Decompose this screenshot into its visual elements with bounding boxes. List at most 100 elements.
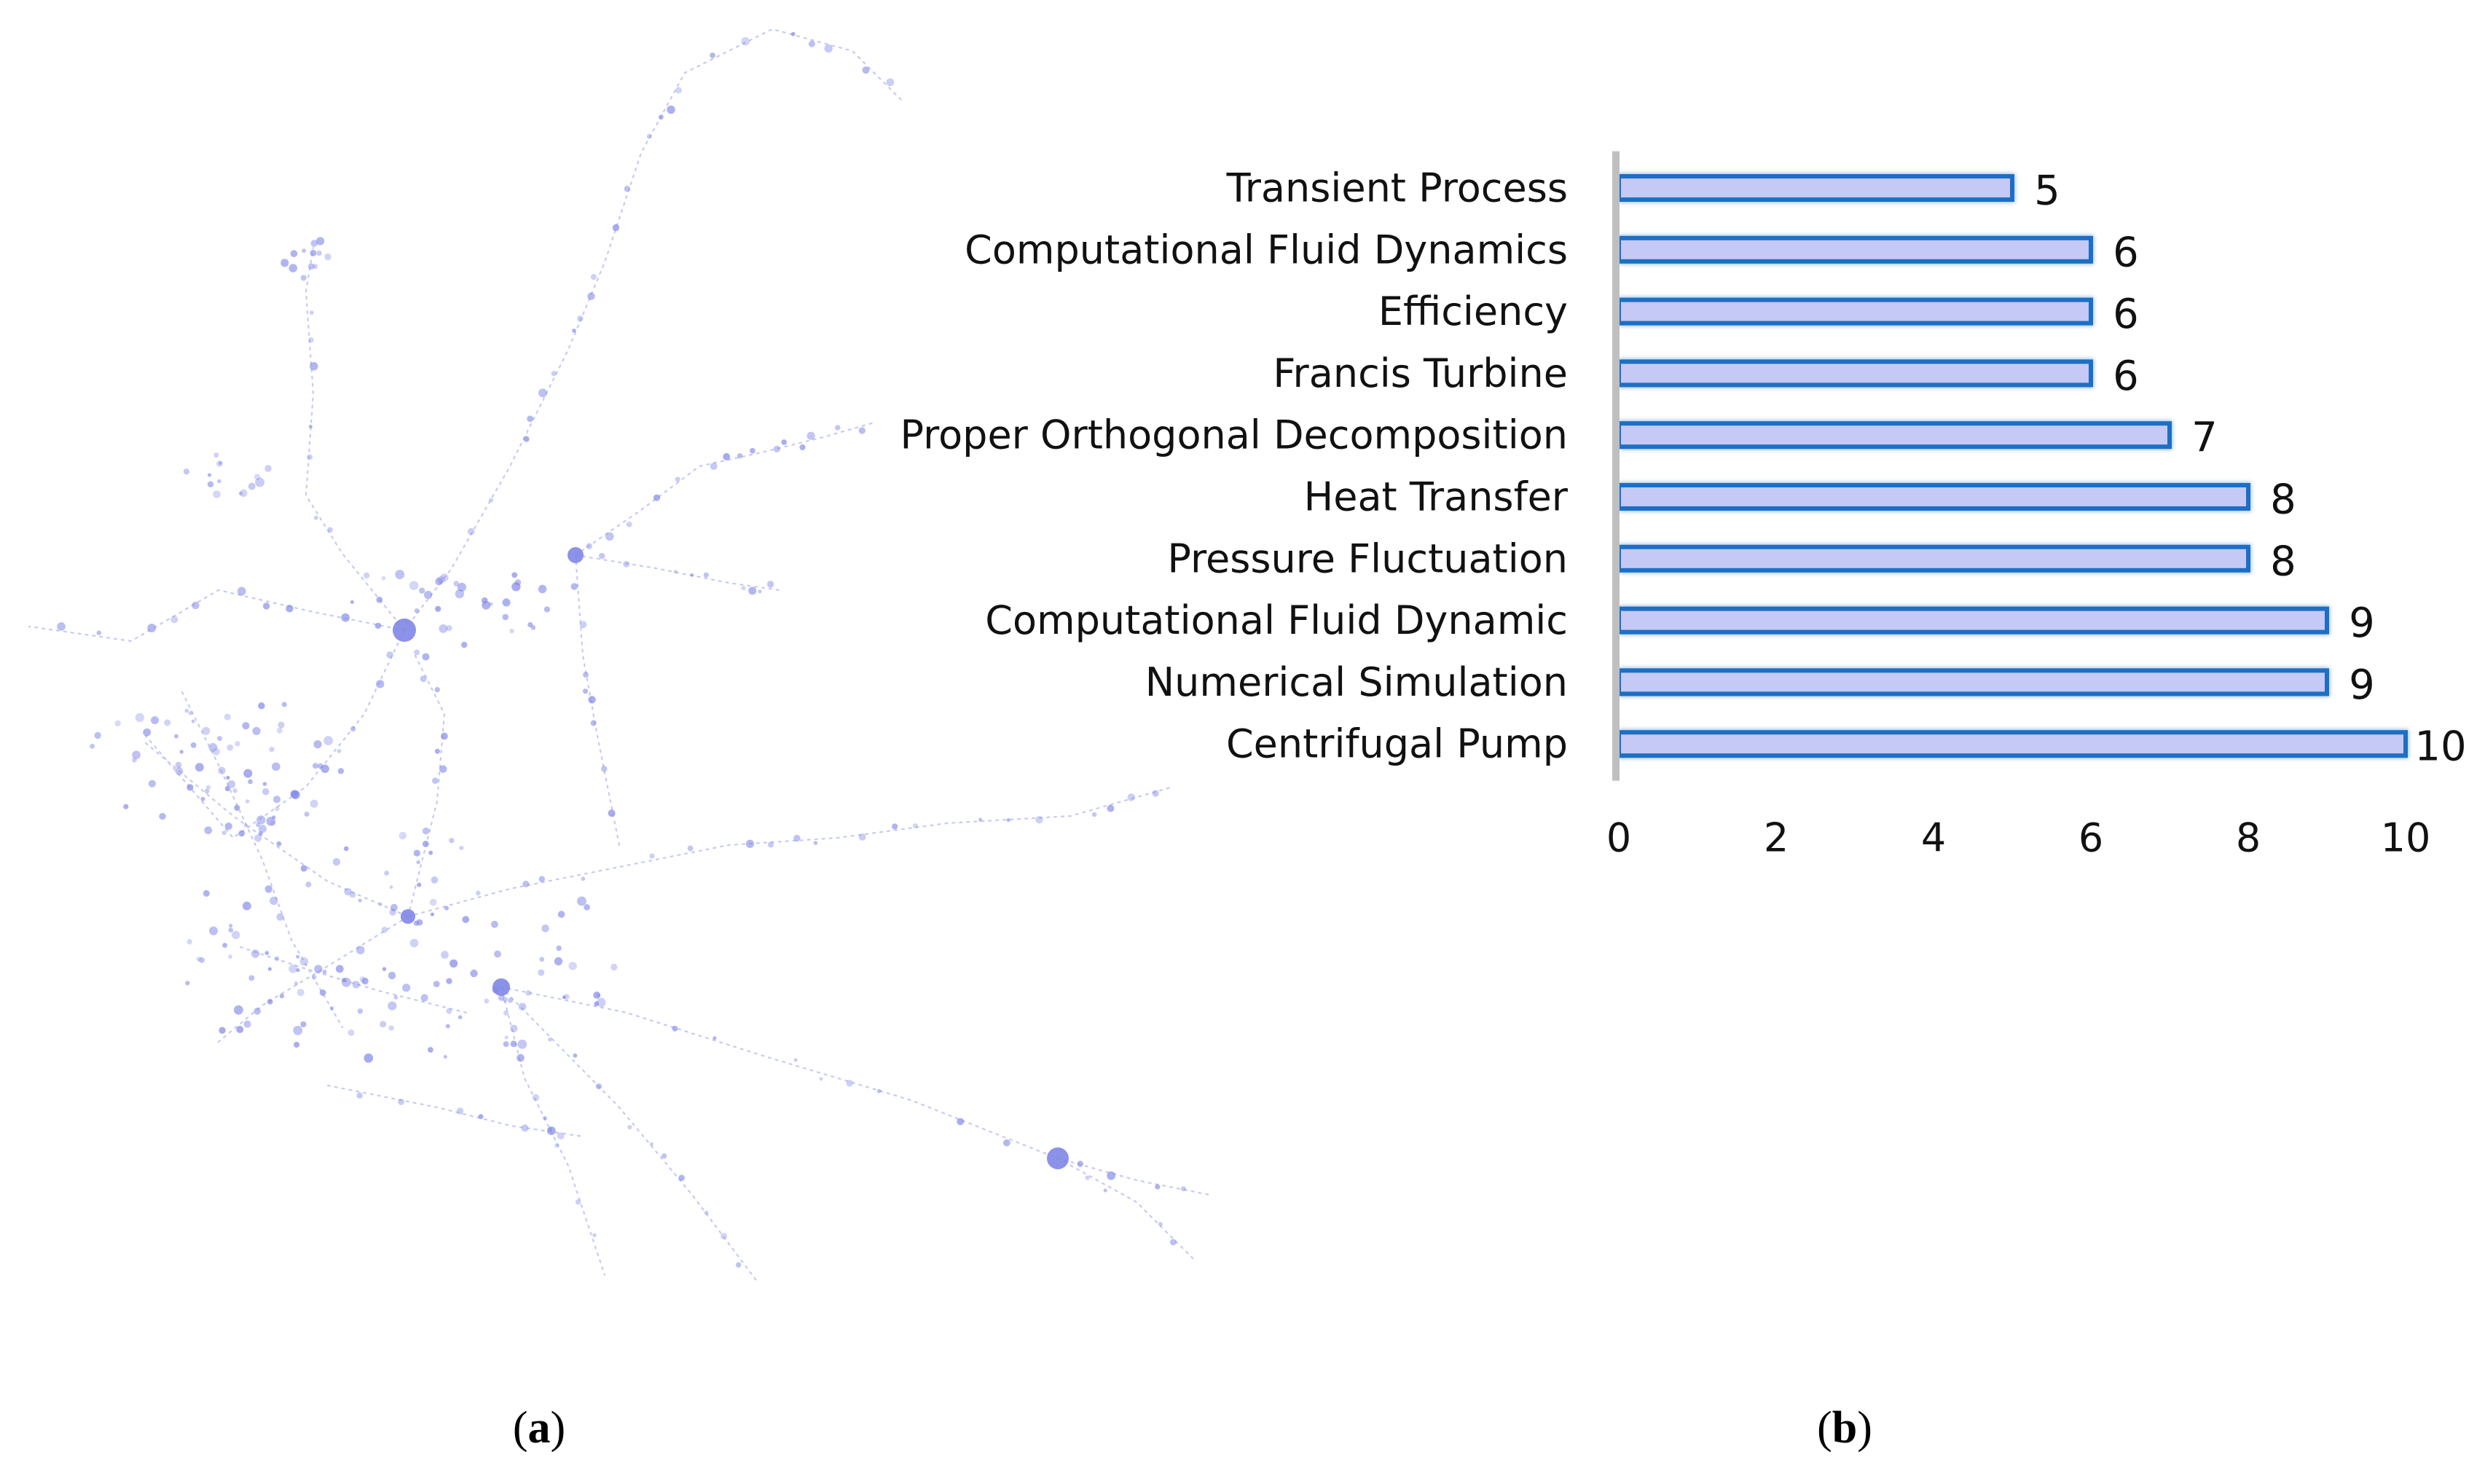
network-node	[243, 1020, 251, 1028]
network-node	[525, 990, 532, 996]
network-node	[521, 1124, 529, 1132]
network-node	[200, 796, 205, 801]
network-node	[312, 763, 318, 769]
network-hub-node	[1047, 1147, 1069, 1169]
network-node	[388, 971, 396, 980]
network-node	[388, 1025, 394, 1031]
category-label: Transient Process	[1226, 165, 1568, 211]
network-node	[294, 981, 299, 986]
network-node	[491, 920, 498, 928]
network-node	[313, 264, 318, 270]
bar-pressure-fluctuation	[1617, 544, 2250, 573]
bar-transient-process	[1617, 174, 2014, 202]
network-node	[489, 602, 493, 607]
bar-numerical-simulation	[1617, 668, 2329, 696]
category-label: Francis Turbine	[1273, 350, 1568, 396]
network-node	[90, 743, 95, 749]
network-node	[612, 224, 620, 232]
network-node	[114, 720, 121, 727]
network-node	[745, 839, 755, 848]
network-node	[254, 834, 262, 842]
network-node	[264, 885, 272, 893]
network-node	[511, 572, 518, 578]
network-node	[957, 1118, 965, 1126]
network-node	[575, 1199, 581, 1205]
category-label: Heat Transfer	[1304, 474, 1569, 520]
network-node	[510, 1024, 518, 1032]
network-node	[741, 586, 746, 591]
caption-a-open: (	[512, 1403, 528, 1453]
network-node	[159, 812, 166, 820]
network-node	[563, 994, 570, 1000]
network-node	[481, 597, 488, 604]
network-node	[272, 796, 281, 804]
network-node	[187, 939, 192, 945]
network-node	[541, 924, 549, 933]
network-node	[217, 736, 222, 742]
network-node	[444, 906, 449, 911]
network-node	[517, 1040, 527, 1049]
network-node	[393, 995, 399, 1000]
network-node	[305, 882, 312, 888]
x-tick-label: 0	[1606, 815, 1631, 861]
network-edge	[239, 946, 468, 1014]
network-node	[243, 769, 253, 778]
network-node	[723, 452, 731, 460]
network-node	[363, 572, 370, 579]
network-node	[750, 447, 755, 454]
network-node	[185, 981, 190, 986]
network-node	[978, 817, 983, 822]
network-node	[224, 785, 230, 792]
network-node	[551, 371, 557, 377]
network-node	[1107, 804, 1115, 812]
network-node	[352, 981, 360, 989]
value-label: 6	[2113, 353, 2139, 400]
network-edge	[574, 421, 876, 557]
network-node	[390, 903, 398, 911]
network-node	[324, 253, 331, 261]
network-node	[262, 788, 270, 796]
network-node	[294, 1041, 300, 1048]
network-node	[517, 1053, 525, 1062]
network-node	[456, 1107, 464, 1115]
network-node	[398, 1099, 405, 1105]
network-node	[191, 719, 195, 723]
network-node	[467, 527, 475, 535]
network-node	[577, 896, 586, 906]
network-node	[1152, 790, 1159, 797]
network-node	[218, 766, 226, 774]
network-node	[132, 750, 141, 760]
network-node	[590, 274, 597, 280]
network-node	[892, 823, 898, 830]
network-node	[235, 741, 240, 747]
network-edge	[144, 629, 406, 839]
network-node	[300, 1021, 307, 1028]
network-node	[434, 686, 440, 693]
network-node	[440, 573, 449, 582]
network-node	[262, 782, 267, 786]
network-node	[420, 675, 427, 683]
network-node	[623, 560, 630, 568]
network-node	[459, 845, 464, 851]
bar-computational-fluid-dynamic	[1617, 606, 2329, 635]
network-node	[350, 600, 354, 605]
network-node	[510, 1040, 517, 1048]
category-label: Computational Fluid Dynamics	[965, 227, 1568, 272]
x-tick-label: 8	[2236, 815, 2261, 861]
network-node	[489, 498, 494, 503]
bar-computational-fluid-dynamics	[1617, 235, 2093, 264]
network-node	[288, 264, 298, 272]
network-node	[624, 185, 631, 192]
network-node	[236, 1026, 244, 1034]
network-node	[649, 1142, 653, 1146]
network-node	[862, 66, 870, 74]
network-node	[502, 613, 509, 621]
network-node	[296, 968, 300, 973]
network-node	[435, 605, 441, 612]
caption-b-open: (	[1817, 1403, 1832, 1453]
network-node	[858, 833, 866, 841]
network-node	[349, 891, 356, 898]
network-node	[446, 625, 452, 632]
network-node	[428, 1047, 433, 1053]
network-node	[437, 576, 445, 584]
